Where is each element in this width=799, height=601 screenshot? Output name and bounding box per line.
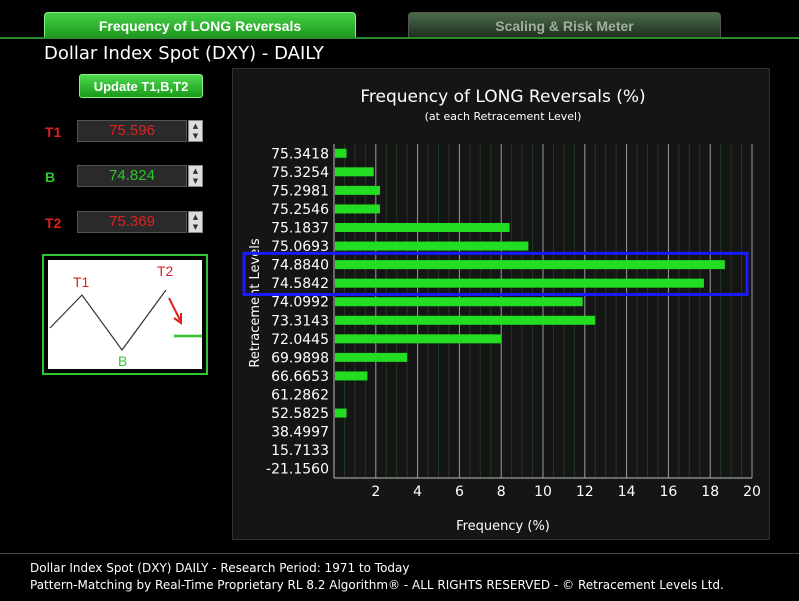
pattern-diagram-graphic: T1 T2 B — [49, 263, 202, 369]
category-label: 52.5825 — [271, 406, 329, 422]
footer-research-period: Dollar Index Spot (DXY) DAILY - Research… — [30, 561, 410, 575]
bar-74.8840 — [335, 260, 725, 270]
bar-75.3418 — [335, 148, 347, 158]
t2-label: T2 — [45, 215, 62, 231]
x-tick-label: 4 — [413, 484, 422, 500]
x-tick-label: 10 — [534, 484, 552, 500]
page-title: Dollar Index Spot (DXY) - DAILY — [44, 43, 324, 64]
update-levels-button[interactable]: Update T1,B,T2 — [79, 74, 203, 98]
x-tick-label: 18 — [701, 484, 719, 500]
bar-75.0693 — [335, 241, 529, 251]
x-tick-label: 6 — [455, 484, 464, 500]
spin-up-icon[interactable]: ▲ — [192, 122, 199, 130]
x-tick-label: 14 — [618, 484, 636, 500]
b-label: B — [45, 169, 56, 185]
bar-75.2546 — [335, 204, 380, 214]
category-label: 15.7133 — [271, 443, 329, 459]
tab-frequency-long-reversals[interactable]: Frequency of LONG Reversals — [44, 12, 356, 38]
category-label: 75.2981 — [271, 183, 329, 199]
bar-66.6653 — [335, 371, 368, 381]
bar-74.0992 — [335, 297, 583, 307]
x-tick-label: 16 — [659, 484, 677, 500]
t1-spinner[interactable]: ▲ ▼ — [188, 120, 203, 142]
spin-down-icon[interactable]: ▼ — [192, 223, 199, 231]
spin-up-icon[interactable]: ▲ — [192, 213, 199, 221]
category-label: -21.1560 — [266, 462, 329, 478]
category-label: 74.0992 — [271, 295, 329, 311]
pattern-diagram: T1 T2 B — [42, 254, 208, 375]
category-label: 73.3143 — [271, 313, 329, 329]
tab-underline — [0, 37, 799, 39]
t2-input[interactable]: 75.369 — [77, 211, 187, 233]
bar-75.3254 — [335, 167, 374, 177]
spin-down-icon[interactable]: ▼ — [192, 132, 199, 140]
chart-title: Frequency of LONG Reversals (%) — [360, 87, 645, 107]
category-label: 75.2546 — [271, 202, 329, 218]
diagram-t2-label: T2 — [157, 263, 174, 279]
chart-subtitle: (at each Retracement Level) — [425, 110, 582, 123]
footer-divider — [0, 553, 799, 554]
b-input[interactable]: 74.824 — [77, 165, 187, 187]
t2-spinner[interactable]: ▲ ▼ — [188, 211, 203, 233]
category-label: 69.9898 — [271, 350, 329, 366]
b-spinner[interactable]: ▲ ▼ — [188, 165, 203, 187]
category-label: 74.8840 — [271, 258, 329, 274]
bar-72.0445 — [335, 334, 502, 344]
t1-input[interactable]: 75.596 — [77, 120, 187, 142]
category-label: 75.1837 — [271, 221, 329, 237]
x-tick-label: 8 — [497, 484, 506, 500]
t1-label: T1 — [45, 124, 62, 140]
x-tick-label: 12 — [576, 484, 594, 500]
bar-74.5842 — [335, 278, 704, 288]
y-axis-label: Retracement Levels — [248, 238, 263, 367]
spin-down-icon[interactable]: ▼ — [192, 177, 199, 185]
category-label: 72.0445 — [271, 332, 329, 348]
bar-52.5825 — [335, 408, 347, 418]
category-label: 38.4997 — [271, 425, 329, 441]
category-label: 75.0693 — [271, 239, 329, 255]
category-label: 75.3254 — [271, 165, 329, 181]
footer-copyright: Pattern-Matching by Real-Time Proprietar… — [30, 578, 724, 592]
x-tick-label: 20 — [743, 484, 761, 500]
category-label: 74.5842 — [271, 276, 329, 292]
tab-scaling-risk-meter[interactable]: Scaling & Risk Meter — [408, 12, 721, 38]
bar-73.3143 — [335, 315, 596, 325]
bar-69.9898 — [335, 352, 408, 362]
category-label: 75.3418 — [271, 146, 329, 162]
chart-panel: Frequency of LONG Reversals (%) (at each… — [232, 68, 770, 540]
x-axis-label: Frequency (%) — [456, 519, 550, 534]
spin-up-icon[interactable]: ▲ — [192, 167, 199, 175]
category-label: 61.2862 — [271, 388, 329, 404]
category-label: 66.6653 — [271, 369, 329, 385]
diagram-t1-label: T1 — [73, 274, 90, 290]
frequency-chart: Frequency of LONG Reversals (%) (at each… — [242, 87, 761, 534]
bar-75.2981 — [335, 185, 380, 195]
diagram-b-label: B — [118, 353, 127, 369]
highlight-box — [242, 251, 749, 296]
bar-75.1837 — [335, 223, 510, 232]
x-tick-label: 2 — [371, 484, 380, 500]
